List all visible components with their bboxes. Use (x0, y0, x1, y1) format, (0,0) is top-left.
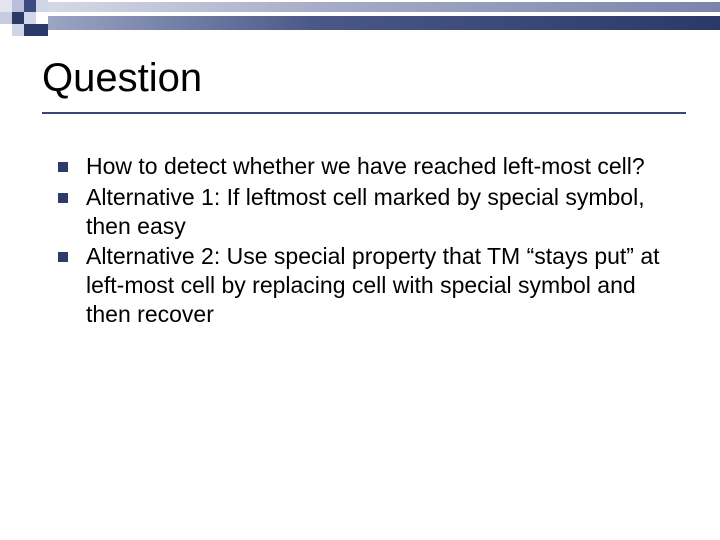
square-bullet-icon (58, 193, 68, 203)
bullet-text: Alternative 2: Use special property that… (86, 242, 680, 328)
header-bar (0, 0, 720, 36)
decor-square (0, 12, 12, 24)
decor-square (36, 24, 48, 36)
header-squares-decoration (0, 0, 48, 36)
square-bullet-icon (58, 162, 68, 172)
bullet-text: Alternative 1: If leftmost cell marked b… (86, 183, 680, 241)
decor-square (12, 0, 24, 12)
decor-square (0, 0, 12, 12)
decor-square (12, 24, 24, 36)
decor-square (0, 24, 12, 36)
decor-square (36, 12, 48, 24)
decor-square (24, 12, 36, 24)
decor-square (36, 0, 48, 12)
square-bullet-icon (58, 252, 68, 262)
decor-square (24, 0, 36, 12)
decor-square (12, 12, 24, 24)
gradient-stripe-bottom (48, 16, 720, 30)
bullet-text: How to detect whether we have reached le… (86, 152, 645, 181)
slide-content: How to detect whether we have reached le… (58, 152, 680, 331)
header-gradient (48, 2, 720, 32)
bullet-item: Alternative 1: If leftmost cell marked b… (58, 183, 680, 241)
slide-title: Question (42, 56, 202, 101)
decor-square (24, 24, 36, 36)
title-underline (42, 112, 686, 114)
gradient-stripe-top (48, 2, 720, 12)
bullet-item: Alternative 2: Use special property that… (58, 242, 680, 328)
bullet-item: How to detect whether we have reached le… (58, 152, 680, 181)
